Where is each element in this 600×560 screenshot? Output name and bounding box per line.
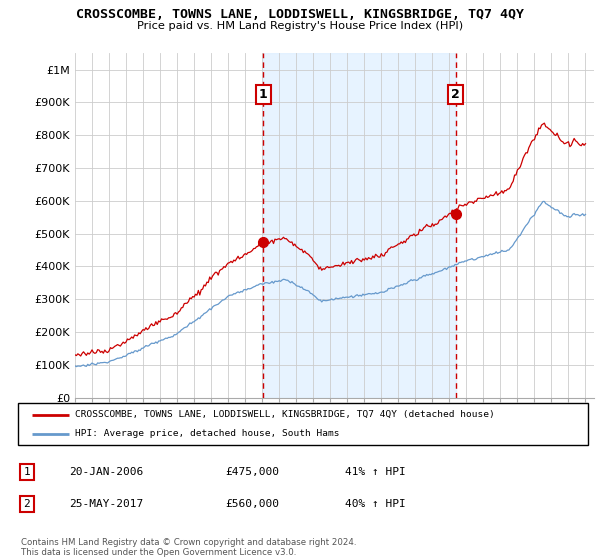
Bar	[263, 53, 456, 398]
Text: HPI: Average price, detached house, South Hams: HPI: Average price, detached house, Sout…	[75, 430, 340, 438]
Text: Price paid vs. HM Land Registry's House Price Index (HPI): Price paid vs. HM Land Registry's House …	[137, 21, 463, 31]
Text: £475,000: £475,000	[225, 467, 279, 477]
Text: 1: 1	[259, 88, 268, 101]
Text: CROSSCOMBE, TOWNS LANE, LODDISWELL, KINGSBRIDGE, TQ7 4QY (detached house): CROSSCOMBE, TOWNS LANE, LODDISWELL, KING…	[75, 410, 495, 419]
Text: 1: 1	[23, 467, 31, 477]
Text: CROSSCOMBE, TOWNS LANE, LODDISWELL, KINGSBRIDGE, TQ7 4QY: CROSSCOMBE, TOWNS LANE, LODDISWELL, KING…	[76, 8, 524, 21]
Text: £560,000: £560,000	[225, 499, 279, 509]
Text: 40% ↑ HPI: 40% ↑ HPI	[345, 499, 406, 509]
Text: 2: 2	[23, 499, 31, 509]
Text: 2: 2	[451, 88, 460, 101]
Text: 41% ↑ HPI: 41% ↑ HPI	[345, 467, 406, 477]
Text: Contains HM Land Registry data © Crown copyright and database right 2024.
This d: Contains HM Land Registry data © Crown c…	[21, 538, 356, 557]
Text: 20-JAN-2006: 20-JAN-2006	[69, 467, 143, 477]
Text: 25-MAY-2017: 25-MAY-2017	[69, 499, 143, 509]
